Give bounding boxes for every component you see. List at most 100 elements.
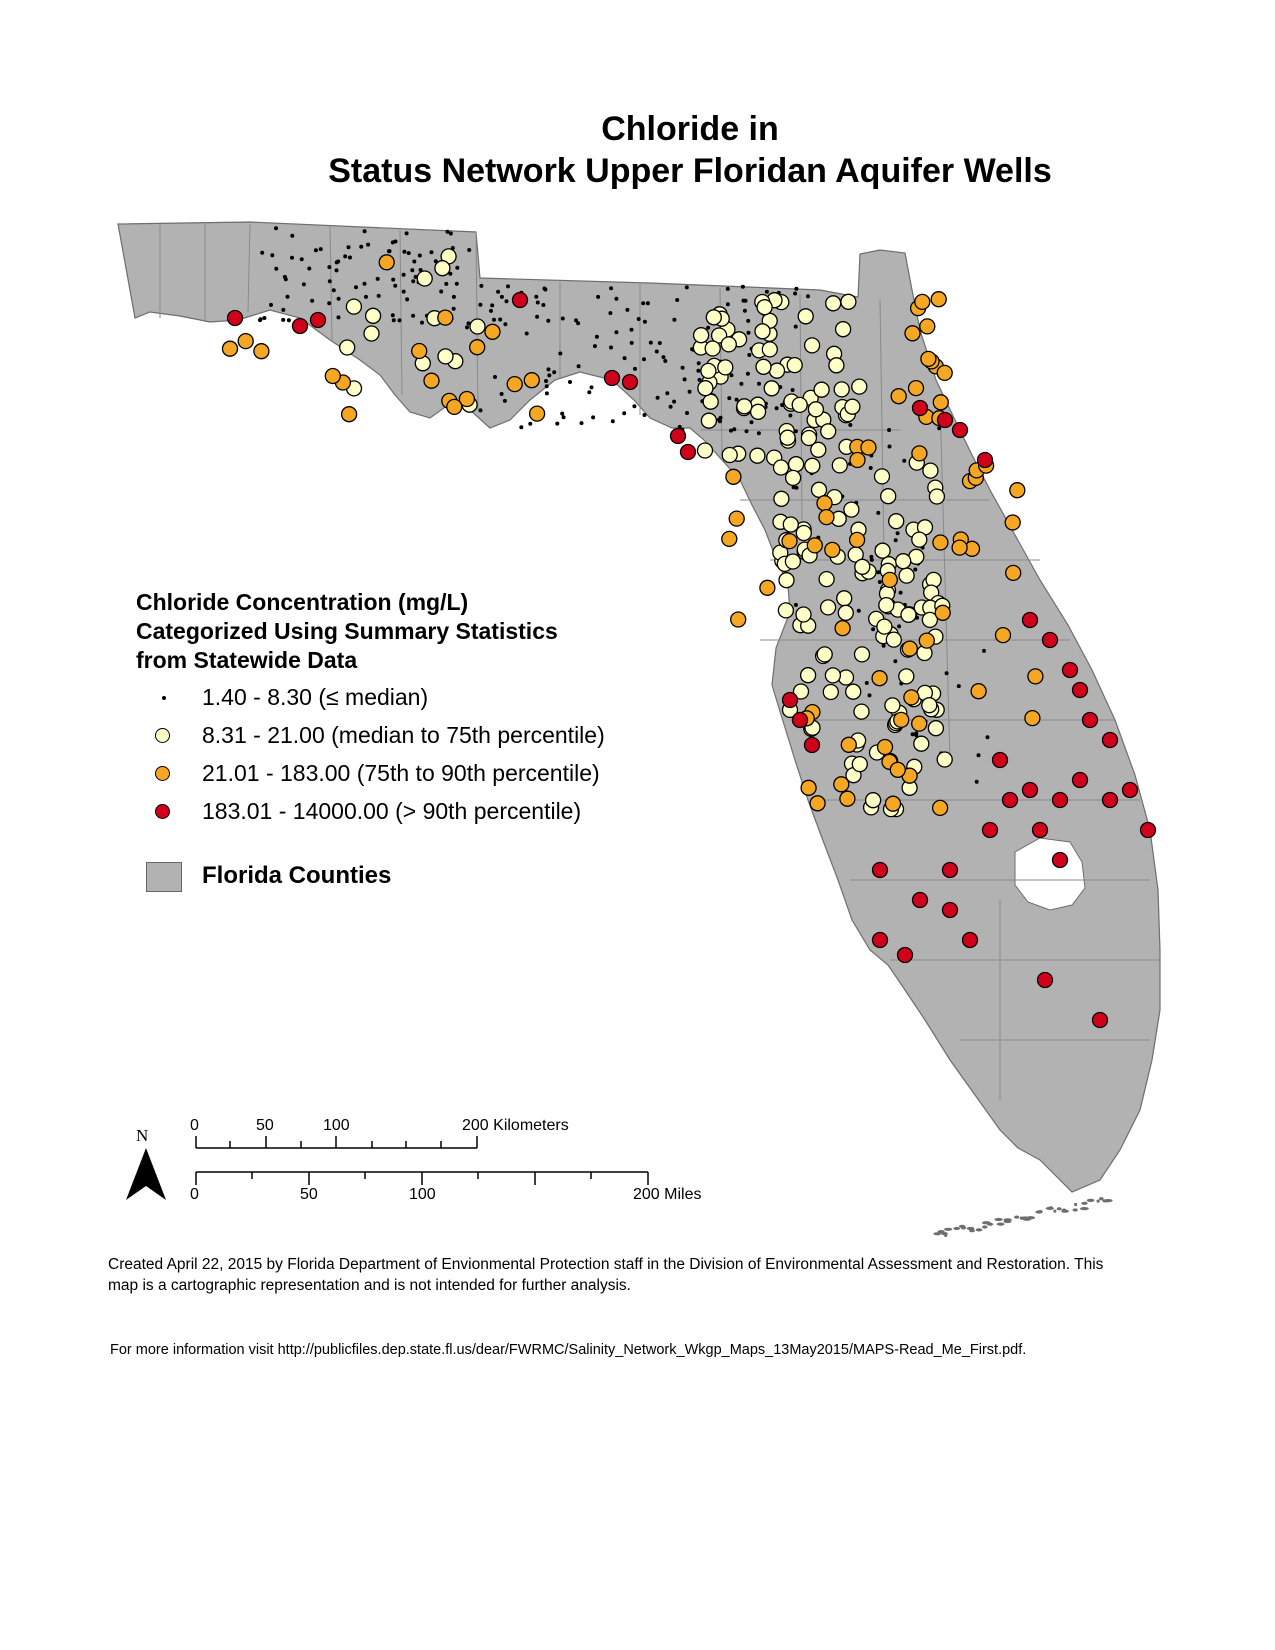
legend-label-high: 21.01 - 183.00 (75th to 90th percentile) [202,760,600,786]
well-point-mid [791,396,808,414]
north-arrow-icon [126,1148,166,1200]
well-point-high [1005,564,1022,582]
well-point-low [346,245,351,250]
well-point-low [274,226,278,231]
well-point-low [451,294,456,299]
well-point-low [445,229,450,234]
well-point-low [376,293,381,298]
well-point-mid [844,398,861,415]
well-point-low [654,349,659,354]
well-point-very-high [976,451,994,469]
well-point-low [310,298,315,303]
well-point-low [725,286,730,291]
well-point-low [665,391,670,396]
well-point-low [420,320,424,325]
well-point-high [528,405,546,422]
well-point-low [684,285,689,290]
well-point-low [749,420,754,425]
well-point-very-high [911,399,929,417]
well-point-very-high [911,891,929,909]
key-island [1079,1207,1089,1211]
well-point-very-high [781,691,799,709]
well-point-low [410,268,415,273]
well-point-high [340,406,358,423]
legend-heading-1: Chloride Concentration (mg/L) [136,589,469,615]
well-point-high [930,291,947,308]
key-island [982,1225,988,1229]
well-point-high [1027,668,1044,685]
well-point-high [911,445,928,462]
well-point-mid [795,524,812,542]
well-point-low [401,272,406,277]
well-point-mid [836,590,853,607]
well-point-low [871,627,876,632]
well-point-high [994,626,1012,644]
well-point-low [893,659,898,664]
well-point-low [451,306,456,311]
well-point-very-high [803,736,821,754]
well-point-mid [795,606,812,623]
well-point-low [406,251,411,256]
well-point-mid [778,572,795,589]
well-point-low [663,359,668,363]
well-point-low [685,411,689,415]
county-line [329,225,333,341]
well-point-low [902,458,907,463]
florida-keys [933,1197,1113,1237]
county-line [399,229,403,396]
well-point-low [629,340,634,345]
well-point-low [262,316,267,320]
well-point-low [793,429,798,434]
well-point-mid [819,599,837,616]
mile-tick-100: 100 [409,1186,436,1203]
well-point-low [592,344,597,349]
well-point-very-high [1101,731,1119,749]
key-island [1086,1198,1095,1202]
well-point-mid [820,423,837,440]
well-point-low [740,284,745,289]
well-point-low [672,399,677,404]
well-point-low [729,428,733,433]
well-point-high [1009,482,1026,499]
well-point-low [642,319,647,324]
well-point-mid [736,398,753,415]
well-point-high [970,683,987,700]
well-point-low [636,317,641,321]
well-point-very-high [1031,821,1049,839]
well-point-very-high [981,821,999,839]
well-point-low [793,602,798,607]
well-point-mid [828,357,845,374]
well-point-mid [921,697,938,714]
well-point-very-high [791,711,809,729]
well-point-very-high [669,427,687,445]
well-point-low [687,389,692,394]
well-point-mid [705,309,722,326]
well-point-low [281,317,286,322]
well-point-high [730,611,747,628]
well-point-high [721,530,738,548]
well-point-high [523,372,540,389]
well-point-very-high [941,861,959,879]
well-point-low [544,379,548,383]
well-point-very-high [226,309,244,327]
well-point-low [404,231,409,236]
well-point-low [290,233,295,238]
legend-red-circle-icon [155,804,170,819]
well-point-mid [700,412,718,429]
well-point-low [555,421,560,426]
well-point-low [327,301,332,306]
well-point-low [864,681,869,685]
well-point-mid [768,362,786,379]
well-point-high [893,711,910,729]
well-point-low [405,297,410,302]
well-point-mid [779,429,796,446]
well-point-high [437,309,454,326]
county-swatch-icon [146,862,182,892]
well-point-low [622,356,627,361]
scale-bar [195,1136,649,1185]
well-point-low [788,413,793,418]
well-point-mid [874,542,891,559]
well-point-high [936,364,953,382]
well-point-low [498,317,503,322]
well-point-low [387,249,392,254]
